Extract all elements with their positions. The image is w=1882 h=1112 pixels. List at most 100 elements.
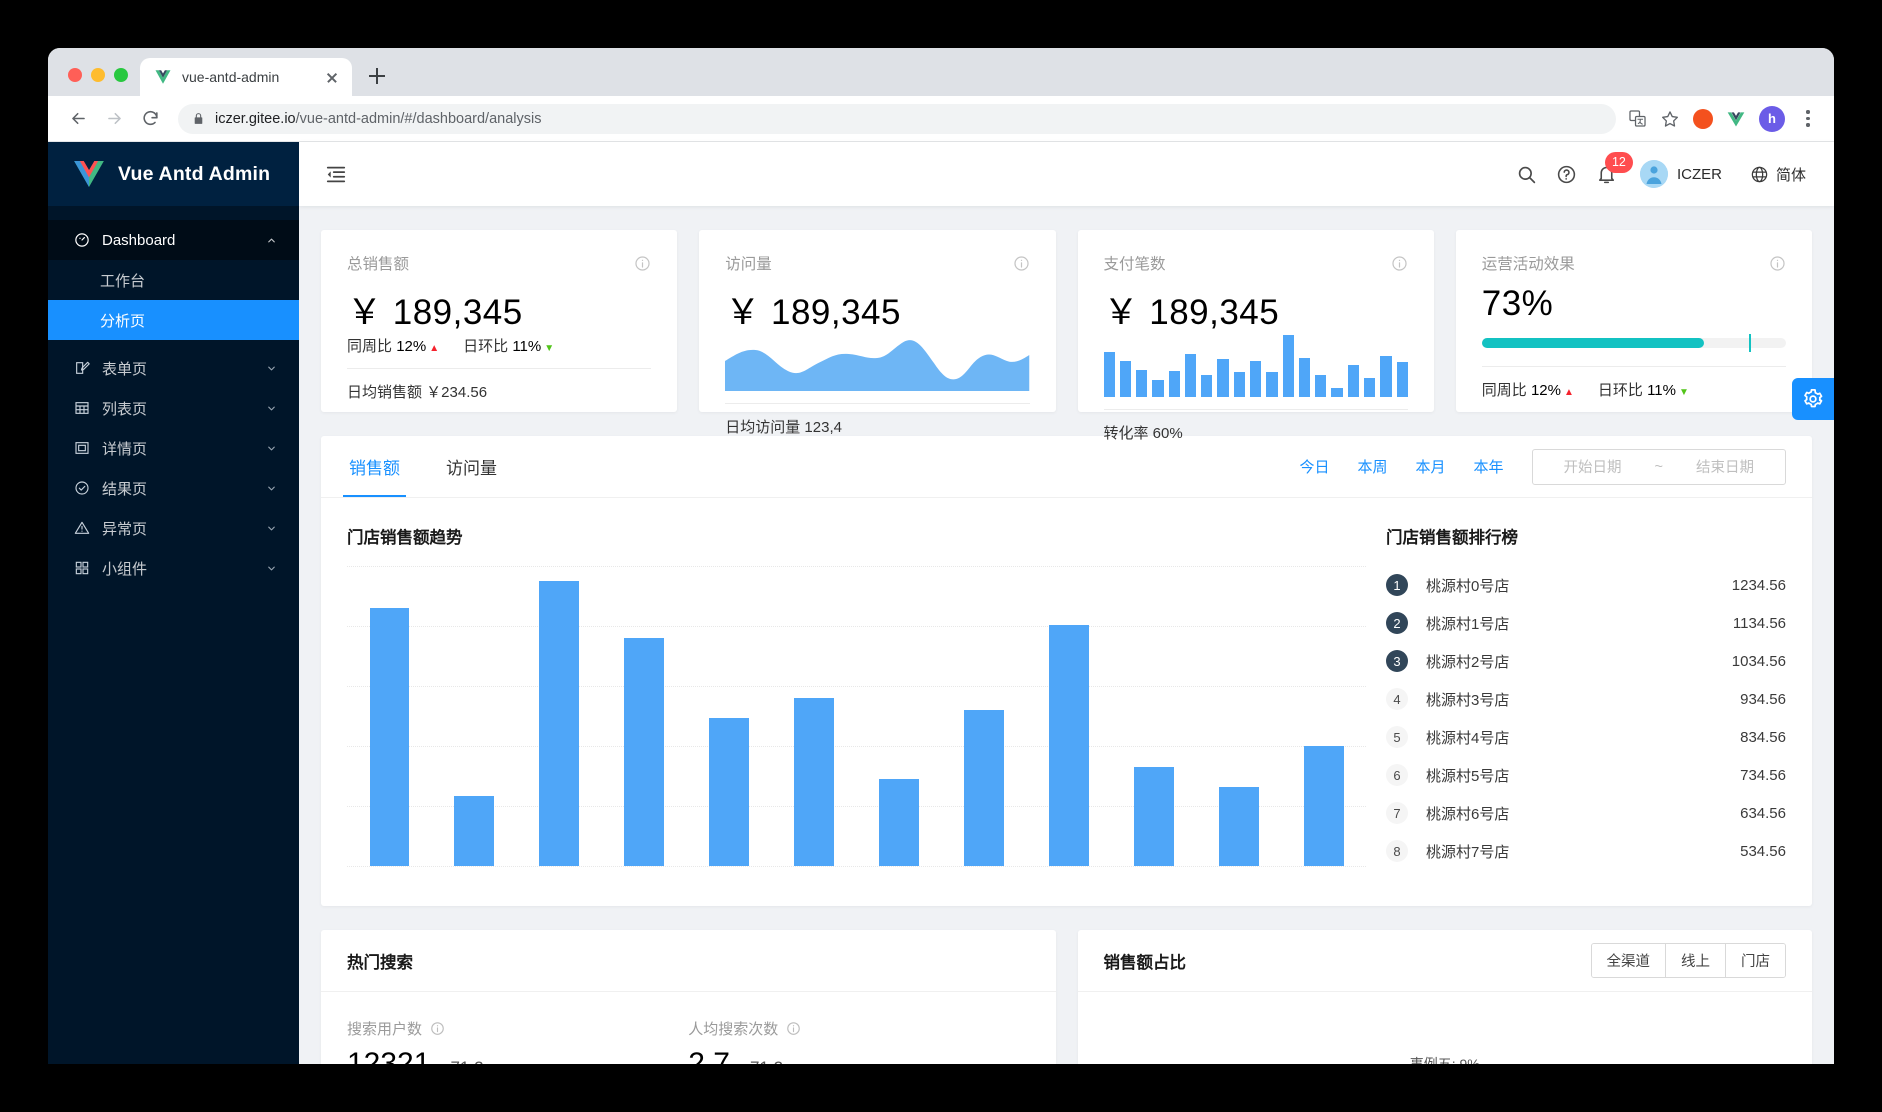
segment-online[interactable]: 线上 xyxy=(1666,944,1726,977)
menu-fold-icon[interactable] xyxy=(323,161,349,187)
bar[interactable] xyxy=(1048,624,1089,866)
forward-arrow-icon[interactable] xyxy=(98,103,130,135)
sidebar-item-exception[interactable]: 异常页 xyxy=(48,508,299,548)
bar-slot[interactable] xyxy=(1026,566,1111,866)
rank-row[interactable]: 7 桃源村6号店 634.56 xyxy=(1386,794,1786,832)
bell-icon[interactable]: 12 xyxy=(1594,152,1633,187)
rank-row[interactable]: 4 桃源村3号店 934.56 xyxy=(1386,680,1786,718)
chart-title: 门店销售额趋势 xyxy=(347,529,463,547)
rank-row[interactable]: 8 桃源村7号店 534.56 xyxy=(1386,832,1786,870)
sidebar-item-dashboard[interactable]: Dashboard xyxy=(48,220,299,260)
quick-range-year[interactable]: 本年 xyxy=(1473,459,1504,476)
bar[interactable] xyxy=(624,638,665,866)
rank-row[interactable]: 2 桃源村1号店 1134.56 xyxy=(1386,604,1786,642)
settings-drawer-button[interactable] xyxy=(1792,378,1834,420)
stat-footer-trends: 同周比 12% ▲ 日环比 11% ▼ xyxy=(1481,366,1786,400)
date-range-picker[interactable]: 开始日期 ~ 结束日期 xyxy=(1531,448,1786,485)
segment-store[interactable]: 门店 xyxy=(1726,944,1785,977)
bar[interactable] xyxy=(963,710,1004,866)
profile-avatar[interactable]: h xyxy=(1759,105,1785,132)
minimize-window-button[interactable] xyxy=(91,68,105,82)
sidebar-logo[interactable]: Vue Antd Admin xyxy=(48,142,299,206)
user-menu[interactable]: ICZER xyxy=(1639,160,1722,188)
bar-slot[interactable] xyxy=(857,566,942,866)
bar-slot[interactable] xyxy=(432,566,517,866)
bar-slot[interactable] xyxy=(772,566,857,866)
browser-tab[interactable]: vue-antd-admin xyxy=(140,58,352,96)
segment-all-channels[interactable]: 全渠道 xyxy=(1591,944,1666,977)
bar[interactable] xyxy=(539,581,580,866)
reload-icon[interactable] xyxy=(134,103,166,135)
rank-number-badge: 5 xyxy=(1386,726,1408,748)
bar-slot[interactable] xyxy=(1196,566,1281,866)
bar-slot[interactable] xyxy=(517,566,602,866)
extension-icon-1[interactable] xyxy=(1693,108,1713,129)
extension-icon-vue[interactable] xyxy=(1726,109,1746,129)
search-icon[interactable] xyxy=(1514,161,1540,187)
end-date-input[interactable]: 结束日期 xyxy=(1696,460,1754,476)
info-circle-icon[interactable] xyxy=(634,255,651,272)
start-date-input[interactable]: 开始日期 xyxy=(1563,460,1622,476)
rank-store-name: 桃源村5号店 xyxy=(1426,767,1510,785)
profile-icon xyxy=(74,440,90,456)
quick-range-month[interactable]: 本月 xyxy=(1415,459,1446,476)
chevron-down-icon xyxy=(266,483,277,494)
bar[interactable] xyxy=(709,717,750,866)
close-window-button[interactable] xyxy=(68,68,82,82)
info-circle-icon[interactable] xyxy=(786,1021,801,1036)
bar[interactable] xyxy=(369,608,410,866)
sidebar-item-form[interactable]: 表单页 xyxy=(48,348,299,388)
bar-slot[interactable] xyxy=(941,566,1026,866)
language-label: 简体 xyxy=(1775,166,1806,184)
kebab-menu-icon[interactable] xyxy=(1798,110,1818,127)
rank-row[interactable]: 5 桃源村4号店 834.56 xyxy=(1386,718,1786,756)
rank-row[interactable]: 1 桃源村0号店 1234.56 xyxy=(1386,566,1786,604)
trend-week-over-week: 同周比 12% ▲ xyxy=(347,335,439,356)
maximize-window-button[interactable] xyxy=(114,68,128,82)
quick-range-today[interactable]: 今日 xyxy=(1299,459,1330,476)
language-switcher[interactable]: 简体 xyxy=(1750,164,1806,185)
sidebar-item-workplace[interactable]: 工作台 xyxy=(48,260,299,300)
bar-slot[interactable] xyxy=(602,566,687,866)
info-circle-icon[interactable] xyxy=(1391,255,1408,272)
bar-slot[interactable] xyxy=(687,566,772,866)
bar-slot[interactable] xyxy=(1281,566,1366,866)
star-icon[interactable] xyxy=(1660,109,1680,129)
info-circle-icon[interactable] xyxy=(1769,255,1786,272)
back-arrow-icon[interactable] xyxy=(62,103,94,135)
bar[interactable] xyxy=(794,698,835,866)
sidebar-item-detail[interactable]: 详情页 xyxy=(48,428,299,468)
address-bar[interactable]: iczer.gitee.io/vue-antd-admin/#/dashboar… xyxy=(178,103,1616,134)
card-title: 销售额占比 xyxy=(1103,953,1187,972)
question-circle-icon[interactable] xyxy=(1554,161,1580,187)
sidebar-item-widgets[interactable]: 小组件 xyxy=(48,548,299,588)
tab-visits[interactable]: 访问量 xyxy=(444,436,499,497)
sidebar-item-result[interactable]: 结果页 xyxy=(48,468,299,508)
analysis-card-header: 销售额 访问量 今日 本周 本月 本年 xyxy=(321,436,1812,498)
info-circle-icon[interactable] xyxy=(430,1021,445,1036)
bar[interactable] xyxy=(879,779,919,866)
sales-share-card: 销售额占比 全渠道 线上 门店 事例五: 9% xyxy=(1077,930,1812,1064)
visits-area-sparkline xyxy=(725,340,1030,391)
rank-row[interactable]: 6 桃源村5号店 734.56 xyxy=(1386,756,1786,794)
bar-slot[interactable] xyxy=(347,566,432,866)
rank-row[interactable]: 3 桃源村2号店 1034.56 xyxy=(1386,642,1786,680)
bar[interactable] xyxy=(1303,746,1344,866)
sales-trend-section: 门店销售额趋势 xyxy=(347,524,1366,870)
bar[interactable] xyxy=(454,795,495,866)
quick-range-week[interactable]: 本周 xyxy=(1357,459,1388,476)
plus-icon[interactable] xyxy=(360,59,394,93)
close-icon[interactable] xyxy=(322,67,342,87)
bar-slot[interactable] xyxy=(1111,566,1196,866)
translate-icon[interactable] xyxy=(1628,109,1647,128)
sidebar-menu: Dashboard 工作台 分析页 xyxy=(48,206,299,588)
sidebar-item-list[interactable]: 列表页 xyxy=(48,388,299,428)
bar[interactable] xyxy=(1218,786,1259,866)
tab-sales[interactable]: 销售额 xyxy=(343,436,406,497)
sidebar-item-analysis[interactable]: 分析页 xyxy=(48,300,299,340)
globe-icon xyxy=(1750,165,1769,184)
tab-label: 销售额 xyxy=(349,459,400,478)
info-circle-icon[interactable] xyxy=(1013,255,1030,272)
user-name-label: ICZER xyxy=(1676,165,1722,183)
bar[interactable] xyxy=(1133,767,1174,866)
